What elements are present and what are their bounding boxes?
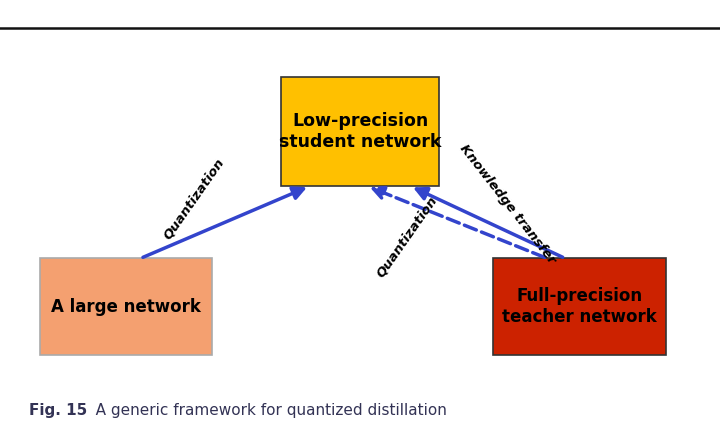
FancyBboxPatch shape [281, 77, 439, 186]
Text: A generic framework for quantized distillation: A generic framework for quantized distil… [81, 403, 446, 418]
Text: Quantization: Quantization [161, 156, 228, 242]
Text: Fig. 15: Fig. 15 [29, 403, 87, 418]
Text: A large network: A large network [51, 297, 201, 316]
Text: Knowledge transfer: Knowledge transfer [457, 141, 558, 266]
Text: Low-precision
student network: Low-precision student network [279, 112, 441, 151]
FancyBboxPatch shape [493, 258, 666, 355]
Text: Full-precision
teacher network: Full-precision teacher network [503, 287, 657, 326]
Text: Quantization: Quantization [374, 194, 440, 279]
FancyBboxPatch shape [40, 258, 212, 355]
